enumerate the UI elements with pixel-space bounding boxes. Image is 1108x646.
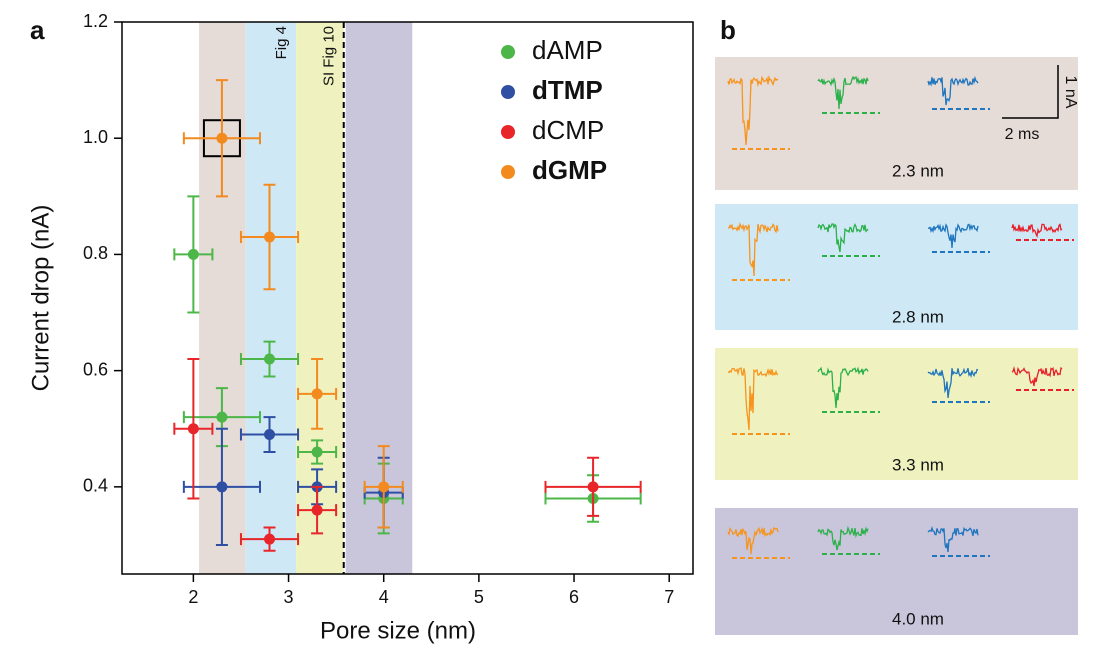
trace [1011,366,1063,387]
error-bar [239,183,300,291]
trace [927,223,979,249]
band-label: SI Fig 10 [321,26,338,86]
panel-label: 2.8 nm [892,307,944,326]
x-tick-label: 4 [379,587,389,607]
legend-label: dCMP [532,115,604,145]
legend-label: dGMP [532,155,607,185]
trace-panel [715,204,1078,330]
x-tick-label: 2 [188,587,198,607]
legend-marker [501,125,515,139]
y-tick-label: 0.4 [83,476,108,496]
trace [727,367,779,431]
legend-label: dAMP [532,35,603,65]
trace [727,222,779,277]
scale-bar [1002,65,1059,119]
point [216,481,228,493]
panel-label: 4.0 nm [892,609,944,628]
x-tick-label: 7 [664,587,674,607]
shaded-band [245,22,297,574]
error-bar [182,79,261,198]
legend-marker [501,165,515,179]
legend-marker [501,85,515,99]
panel-label: b [720,15,736,45]
panel-label: a [30,15,45,45]
point [264,533,276,545]
point [264,429,276,441]
trace [727,74,779,146]
point [187,423,199,435]
legend-marker [501,45,515,59]
trace [927,367,979,399]
point [187,248,199,260]
panel-label: 2.3 nm [892,161,944,180]
band-label: Fig 4 [273,26,290,59]
x-tick-label: 6 [569,587,579,607]
legend-label: dTMP [532,75,603,105]
point [216,411,228,423]
trace [817,75,869,110]
point [587,481,599,493]
trace [817,366,869,409]
point [264,353,276,365]
y-axis-title: Current drop (nA) [27,205,54,392]
error-bar [182,427,261,546]
point [311,504,323,516]
point [216,132,228,144]
point [264,231,276,243]
scale-current: 1 nA [1062,76,1079,109]
x-tick-label: 5 [474,587,484,607]
x-axis-title: Pore size (nm) [320,617,476,644]
error-bar [239,526,300,552]
y-tick-label: 0.6 [83,359,108,379]
panel-label: 3.3 nm [892,455,944,474]
x-tick-label: 3 [284,587,294,607]
y-tick-label: 1.2 [83,11,108,31]
trace [817,223,869,253]
trace [1011,223,1063,239]
scale-time: 2 ms [1005,126,1040,143]
trace [927,526,979,553]
y-tick-label: 1.0 [83,127,108,147]
plot-frame [121,21,694,575]
point [311,446,323,458]
trace [817,525,869,551]
trace [927,75,979,106]
y-tick-label: 0.8 [83,243,108,263]
point [378,481,390,493]
trace [727,526,779,555]
point [311,388,323,400]
shaded-band [345,22,413,574]
